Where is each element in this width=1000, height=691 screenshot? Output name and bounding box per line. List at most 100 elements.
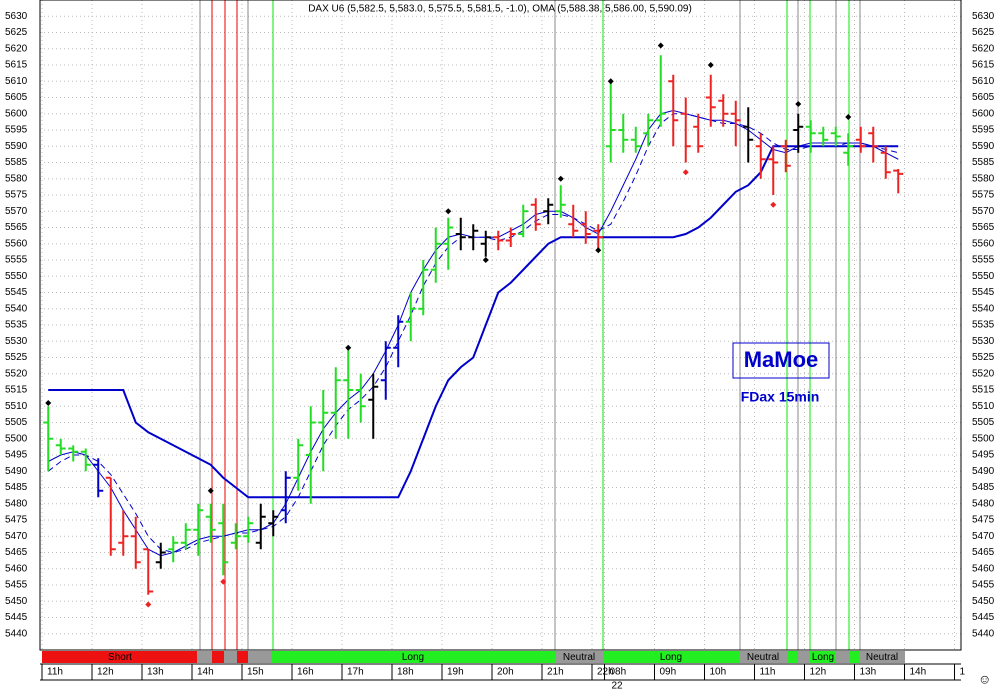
footer-icon: ☺ [978, 671, 991, 686]
y-tick-label-right: 5535 [972, 320, 995, 331]
signal-bar: Short Long Neutral Long Neutral Long Neu… [42, 651, 905, 663]
y-tick-label: 5605 [5, 92, 28, 103]
signal-segment [810, 651, 836, 663]
date-label: 22 [611, 681, 623, 691]
y-tick-label: 5595 [5, 125, 28, 136]
x-tick-label: 13h [147, 667, 164, 678]
chart-title: DAX U6 (5,582.5, 5,583.0, 5,575.5, 5,581… [308, 4, 692, 15]
y-tick-label-right: 5520 [972, 368, 995, 379]
signal-segment [272, 651, 555, 663]
y-tick-label: 5565 [5, 222, 28, 233]
y-tick-label-right: 5590 [972, 141, 995, 152]
swing-marker [682, 169, 689, 176]
x-tick-label: 16h [297, 667, 314, 678]
y-tick-label: 5515 [5, 385, 28, 396]
y-tick-label: 5485 [5, 482, 28, 493]
x-tick-label: 19h [447, 667, 464, 678]
y-tick-label: 5560 [5, 238, 28, 249]
signal-label: Long [402, 652, 424, 663]
x-tick-label: 12h [97, 667, 114, 678]
y-tick-label-right: 5505 [972, 417, 995, 428]
y-tick-label-right: 5585 [972, 157, 995, 168]
y-tick-label: 5555 [5, 255, 28, 266]
signal-segment [860, 651, 905, 663]
y-tick-label-right: 5615 [972, 60, 995, 71]
x-tick-label: 08h [610, 667, 627, 678]
y-tick-label: 5475 [5, 515, 28, 526]
y-tick-label-right: 5600 [972, 108, 995, 119]
y-tick-label: 5470 [5, 531, 28, 542]
x-tick-label: 09h [660, 667, 677, 678]
swing-marker [482, 257, 489, 263]
signal-segment [248, 651, 272, 663]
y-tick-label: 5600 [5, 108, 28, 119]
plot-marks [43, 42, 904, 608]
x-tick-label: 22h [597, 667, 614, 678]
y-tick-label: 5495 [5, 450, 28, 461]
y-tick-label: 5490 [5, 466, 28, 477]
y-tick-label-right: 5630 [972, 11, 995, 22]
swing-marker [45, 400, 52, 406]
grid [40, 0, 961, 650]
signal-segment [787, 651, 798, 663]
y-tick-label-right: 5470 [972, 531, 995, 542]
signal-segment [212, 651, 224, 663]
signal-label: Neutral [866, 652, 898, 663]
signal-label: Long [812, 652, 834, 663]
signal-segment [849, 651, 860, 663]
y-tick-label: 5575 [5, 190, 28, 201]
y-tick-label: 5535 [5, 320, 28, 331]
y-tick-label-right: 5575 [972, 190, 995, 201]
y-tick-label: 5510 [5, 401, 28, 412]
signal-segment [224, 651, 237, 663]
y-tick-label-right: 5570 [972, 206, 995, 217]
x-tick-label: 17h [347, 667, 364, 678]
swing-marker [345, 344, 352, 351]
y-tick-label: 5630 [5, 11, 28, 22]
y-tick-label-right: 5540 [972, 303, 995, 314]
y-tick-label: 5455 [5, 580, 28, 591]
y-tick-label-right: 5465 [972, 547, 995, 558]
x-tick-label: 18h [397, 667, 414, 678]
y-tick-label: 5445 [5, 612, 28, 623]
y-tick-label-right: 5555 [972, 255, 995, 266]
swing-marker [845, 114, 852, 120]
y-tick-label-right: 5495 [972, 450, 995, 461]
y-tick-label: 5450 [5, 596, 28, 607]
y-tick-label: 5580 [5, 173, 28, 184]
y-tick-label-right: 5545 [972, 287, 995, 298]
x-tick-label: 13h [860, 667, 877, 678]
y-tick-label: 5625 [5, 27, 28, 38]
y-tick-label-right: 5525 [972, 352, 995, 363]
y-tick-label: 5500 [5, 433, 28, 444]
y-tick-label-right: 5580 [972, 173, 995, 184]
y-tick-label: 5610 [5, 76, 28, 87]
signal-lines [199, 0, 861, 650]
overlay-line [48, 145, 899, 499]
signal-segment [603, 651, 740, 663]
y-tick-label: 5620 [5, 43, 28, 54]
y-tick-label: 5440 [5, 628, 28, 639]
subtitle: FDax 15min [741, 389, 820, 405]
x-tick-label: 10h [710, 667, 727, 678]
x-tick-label: 20h [497, 667, 514, 678]
y-tick-label-right: 5475 [972, 515, 995, 526]
y-tick-label-right: 5490 [972, 466, 995, 477]
signal-label: Neutral [563, 652, 595, 663]
signal-label: Long [660, 652, 682, 663]
y-tick-label: 5545 [5, 287, 28, 298]
swing-marker [657, 42, 664, 49]
y-tick-label-right: 5550 [972, 271, 995, 282]
swing-marker [145, 601, 152, 608]
signal-segment [798, 651, 810, 663]
y-tick-label-right: 5440 [972, 628, 995, 639]
y-tick-label: 5520 [5, 368, 28, 379]
x-tick-label: 14h [197, 667, 214, 678]
logo-box [732, 342, 830, 379]
swing-marker [445, 208, 452, 215]
swing-marker [607, 78, 614, 85]
plot-frame [39, 0, 962, 651]
swing-marker [795, 101, 802, 107]
